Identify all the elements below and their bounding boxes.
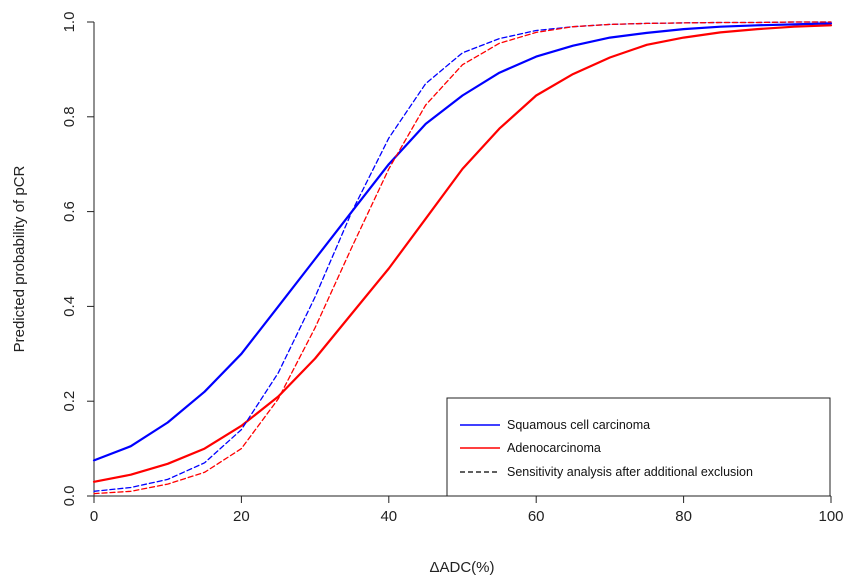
legend: Squamous cell carcinoma Adenocarcinoma S… xyxy=(446,397,831,497)
x-tick-label: 60 xyxy=(528,508,545,525)
y-tick-label: 0.2 xyxy=(61,391,78,412)
series-layer xyxy=(92,21,833,495)
legend-label-squamous: Squamous cell carcinoma xyxy=(507,418,650,432)
y-axis-title: Predicted probability of pCR xyxy=(11,165,28,352)
x-axis-title: ΔADC(%) xyxy=(429,559,494,576)
series-line-squamous-cell-carcinoma-solid xyxy=(92,22,833,462)
series-line-adenocarcinoma-solid xyxy=(92,24,833,483)
legend-box xyxy=(446,397,831,497)
series-line-adenocarcinoma-dashed xyxy=(93,21,832,495)
x-tick-label: 100 xyxy=(818,508,843,525)
y-tick-label: 0.8 xyxy=(61,106,78,127)
y-tick-label: 1.0 xyxy=(61,12,78,33)
series-line-squamous-cell-carcinoma-dashed xyxy=(93,21,832,492)
x-ticks: 0 20 40 60 80 100 xyxy=(90,496,844,525)
y-tick-label: 0.0 xyxy=(61,486,78,507)
x-tick-label: 0 xyxy=(90,508,98,525)
legend-label-sensitivity: Sensitivity analysis after additional ex… xyxy=(507,465,753,479)
y-tick-label: 0.6 xyxy=(61,201,78,222)
legend-label-adeno: Adenocarcinoma xyxy=(507,441,601,455)
y-tick-label: 0.4 xyxy=(61,296,78,317)
x-tick-label: 20 xyxy=(233,508,250,525)
x-tick-label: 40 xyxy=(380,508,397,525)
y-ticks: 0.0 0.2 0.4 0.6 0.8 1.0 xyxy=(61,12,94,507)
x-tick-label: 80 xyxy=(675,508,692,525)
